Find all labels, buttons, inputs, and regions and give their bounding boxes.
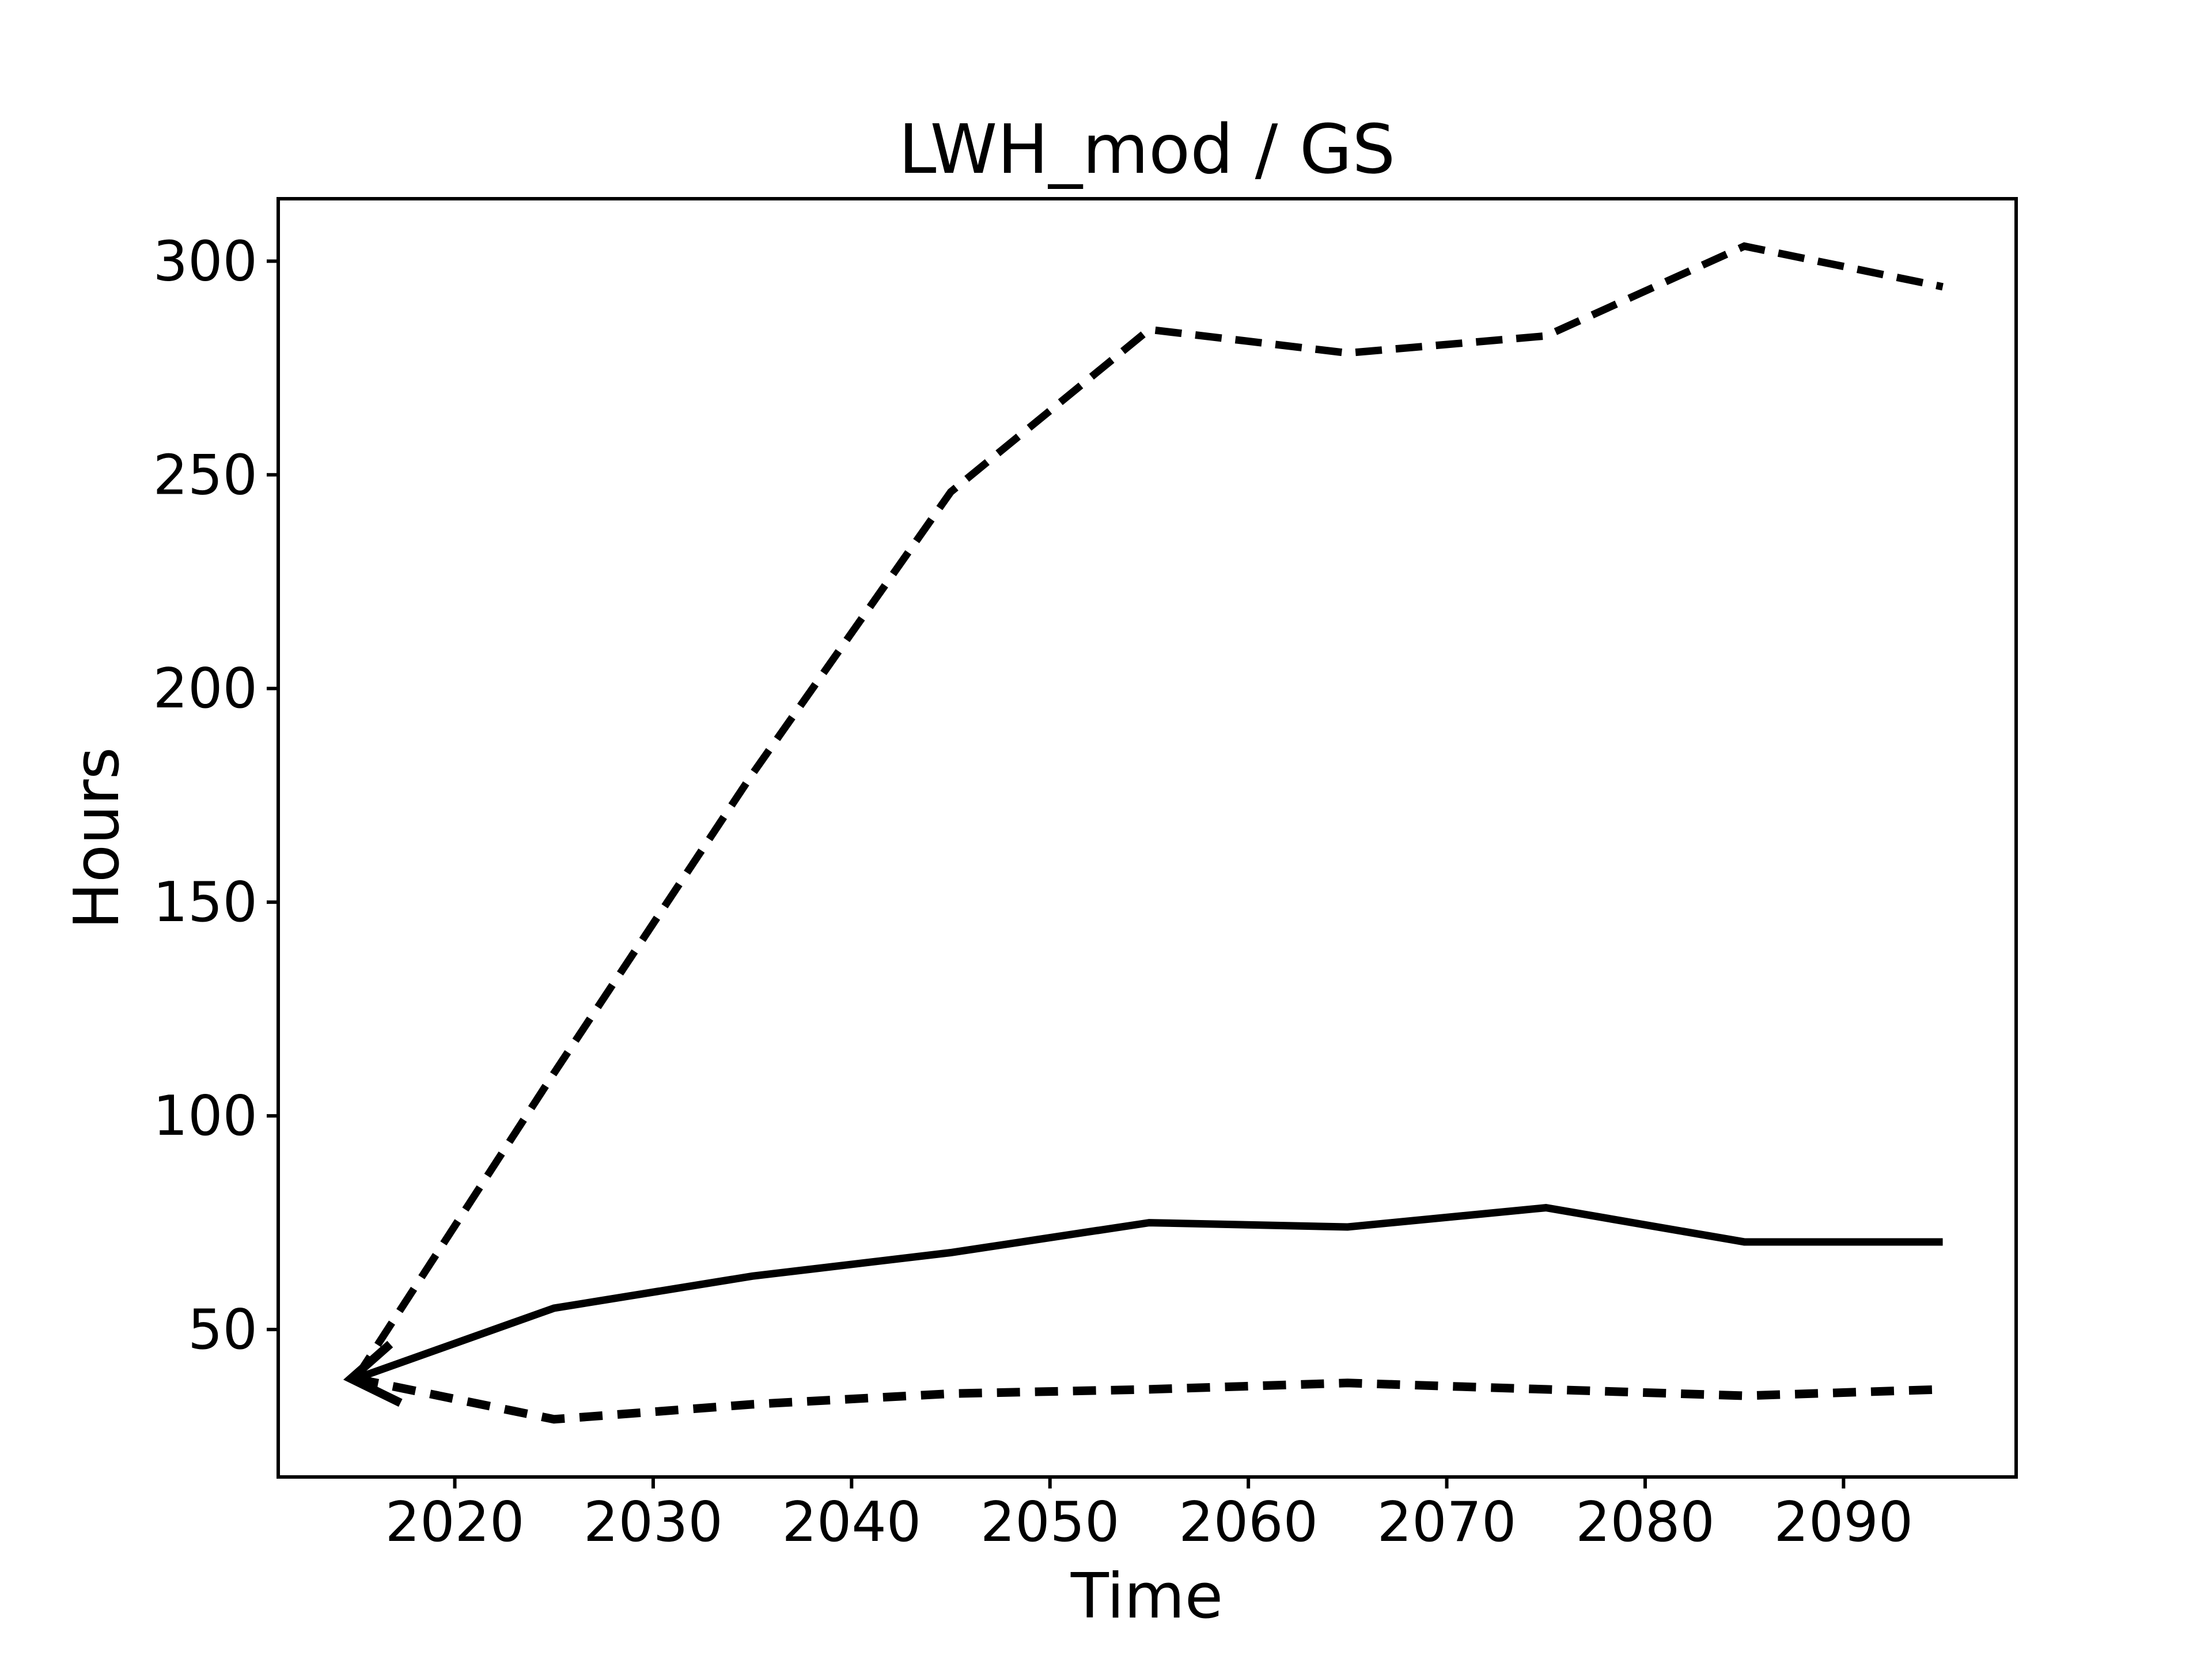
x-tick-label: 2030 bbox=[584, 1491, 723, 1554]
chart-title: LWH_mod / GS bbox=[899, 109, 1395, 189]
y-tick-label: 250 bbox=[153, 444, 257, 507]
y-axis-label: Hours bbox=[61, 747, 133, 929]
y-tick-label: 200 bbox=[153, 657, 257, 721]
start-arrow-marker bbox=[343, 1340, 403, 1407]
y-tick-label: 300 bbox=[153, 230, 257, 293]
y-tick-label: 50 bbox=[188, 1298, 257, 1362]
series-line-upper_dashed bbox=[352, 242, 1944, 1381]
x-tick-label: 2080 bbox=[1575, 1491, 1715, 1554]
x-tick-label: 2090 bbox=[1774, 1491, 1913, 1554]
x-tick-label: 2050 bbox=[980, 1491, 1120, 1554]
y-tick-label: 150 bbox=[153, 871, 257, 934]
y-axis-ticks: 50 100 150 200 250 300 bbox=[153, 230, 278, 1362]
caret-left-icon bbox=[343, 1340, 403, 1407]
x-tick-label: 2040 bbox=[782, 1491, 921, 1554]
x-tick-label: 2060 bbox=[1179, 1491, 1318, 1554]
data-series bbox=[352, 242, 1944, 1424]
series-line-solid_mid bbox=[354, 1204, 1943, 1382]
plot-area-border bbox=[276, 197, 2018, 1479]
y-tick-label: 100 bbox=[153, 1085, 257, 1148]
x-tick-label: 2020 bbox=[385, 1491, 525, 1554]
x-axis-label: Time bbox=[1070, 1560, 1223, 1633]
x-axis-ticks: 2020 2030 2040 2050 2060 2070 2080 2090 bbox=[385, 1477, 1913, 1554]
x-tick-label: 2070 bbox=[1377, 1491, 1517, 1554]
series-line-lower_dashed bbox=[354, 1374, 1943, 1424]
